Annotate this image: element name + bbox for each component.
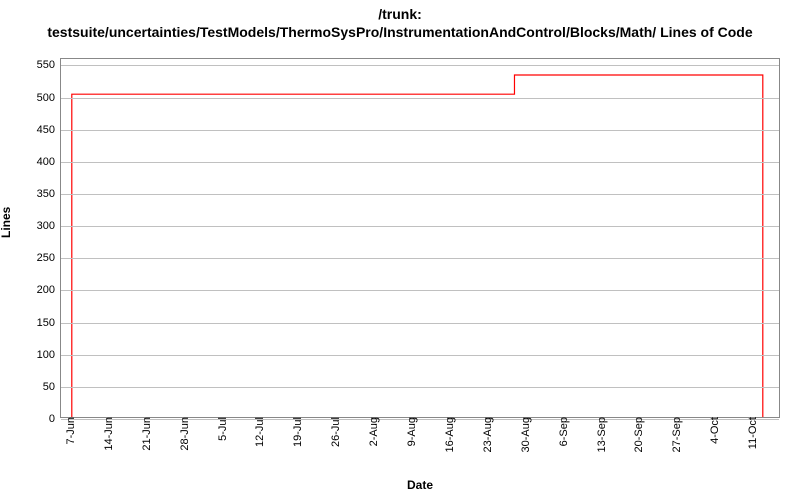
y-tick-label: 450 <box>37 124 61 136</box>
x-tick-label: 6-Sep <box>554 417 570 446</box>
y-tick-label: 150 <box>37 317 61 329</box>
plot-area: 0501001502002503003504004505005507-Jun14… <box>60 58 780 418</box>
y-gridline <box>61 98 779 99</box>
x-tick-label: 5-Jul <box>213 417 229 441</box>
x-tick-label: 30-Aug <box>516 417 532 452</box>
y-tick-label: 250 <box>37 252 61 264</box>
y-tick-label: 500 <box>37 92 61 104</box>
x-tick-label: 23-Aug <box>478 417 494 452</box>
y-tick-label: 200 <box>37 284 61 296</box>
series-line <box>72 75 763 417</box>
chart-title-line1: /trunk: <box>378 6 422 22</box>
y-gridline <box>61 290 779 291</box>
x-tick-label: 11-Oct <box>743 417 759 449</box>
y-gridline <box>61 355 779 356</box>
x-tick-label: 14-Jun <box>99 417 115 451</box>
y-gridline <box>61 323 779 324</box>
y-gridline <box>61 194 779 195</box>
y-tick-label: 350 <box>37 188 61 200</box>
y-gridline <box>61 130 779 131</box>
y-gridline <box>61 387 779 388</box>
x-tick-label: 21-Jun <box>137 417 153 451</box>
y-tick-label: 400 <box>37 156 61 168</box>
y-gridline <box>61 65 779 66</box>
y-tick-label: 300 <box>37 220 61 232</box>
x-tick-label: 28-Jun <box>175 417 191 451</box>
chart-title-line2: testsuite/uncertainties/TestModels/Therm… <box>47 24 752 40</box>
x-axis-label: Date <box>60 478 780 492</box>
y-axis-label: Lines <box>0 207 13 238</box>
y-tick-label: 0 <box>49 413 61 425</box>
loc-chart: /trunk: testsuite/uncertainties/TestMode… <box>0 0 800 500</box>
x-tick-label: 20-Sep <box>629 417 645 452</box>
y-tick-label: 550 <box>37 59 61 71</box>
x-tick-label: 9-Aug <box>402 417 418 446</box>
y-gridline <box>61 258 779 259</box>
x-tick-label: 4-Oct <box>705 417 721 444</box>
y-tick-label: 100 <box>37 349 61 361</box>
y-tick-label: 50 <box>43 381 61 393</box>
y-gridline <box>61 162 779 163</box>
x-tick-label: 16-Aug <box>440 417 456 452</box>
x-tick-label: 13-Sep <box>592 417 608 452</box>
line-series <box>61 59 779 417</box>
x-tick-label: 2-Aug <box>364 417 380 446</box>
x-tick-label: 12-Jul <box>250 417 266 447</box>
y-gridline <box>61 226 779 227</box>
x-tick-label: 19-Jul <box>288 417 304 447</box>
x-tick-label: 7-Jun <box>61 417 77 445</box>
chart-title: /trunk: testsuite/uncertainties/TestMode… <box>0 6 800 41</box>
x-tick-label: 27-Sep <box>667 417 683 452</box>
x-tick-label: 26-Jul <box>326 417 342 447</box>
